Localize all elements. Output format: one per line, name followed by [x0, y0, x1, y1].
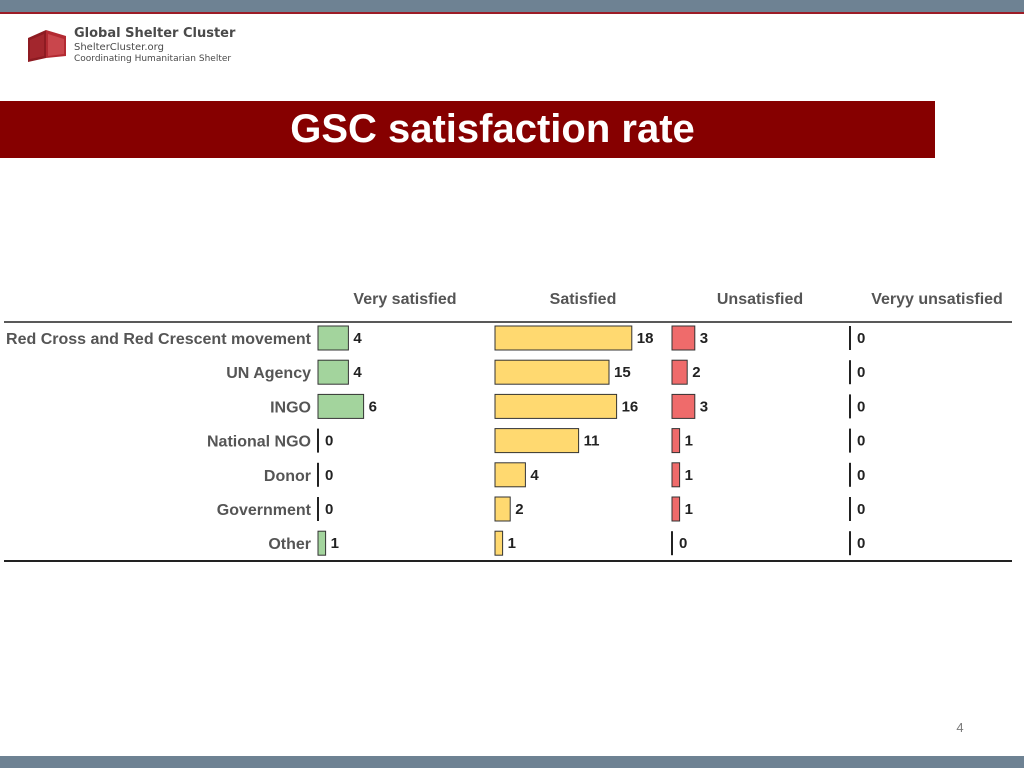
- bar-unsatisfied-government: [671, 496, 681, 522]
- value-label-veryy-unsatisfied-national-ngo: 0: [857, 433, 865, 450]
- bar-satisfied-red-cross-and-red-crescent-movement: [494, 325, 633, 351]
- bar-satisfied-government: [494, 496, 511, 522]
- bar-very-satisfied-un-agency: [317, 359, 349, 385]
- category-label-un-agency: UN Agency: [226, 365, 311, 382]
- category-label-government: Government: [217, 502, 312, 519]
- value-label-veryy-unsatisfied-donor: 0: [857, 467, 865, 484]
- slide-title: GSC satisfaction rate: [290, 107, 695, 151]
- series-header-very-satisfied: Very satisfied: [353, 291, 456, 308]
- bottom-footer-bar: [0, 756, 1024, 768]
- value-label-very-satisfied-government: 0: [325, 501, 333, 518]
- logo-url: ShelterCluster.org: [74, 42, 164, 53]
- bar-unsatisfied-ingo: [671, 393, 696, 419]
- value-label-satisfied-ingo: 16: [622, 398, 639, 415]
- value-label-very-satisfied-national-ngo: 0: [325, 433, 333, 450]
- category-label-red-cross-and-red-crescent-movement: Red Cross and Red Crescent movement: [6, 331, 312, 348]
- bar-satisfied-donor: [494, 462, 526, 488]
- bar-unsatisfied-red-cross-and-red-crescent-movement: [671, 325, 696, 351]
- series-header-unsatisfied: Unsatisfied: [717, 291, 803, 308]
- bar-very-satisfied-other: [317, 530, 327, 556]
- shelter-hands-icon: [28, 30, 66, 62]
- value-label-unsatisfied-un-agency: 2: [692, 364, 700, 381]
- title-band: GSC satisfaction rate: [0, 101, 935, 158]
- category-label-donor: Donor: [264, 468, 311, 485]
- value-label-unsatisfied-ingo: 3: [700, 398, 708, 415]
- page-number: 4: [956, 720, 964, 735]
- bar-unsatisfied-donor: [671, 462, 681, 488]
- value-label-unsatisfied-national-ngo: 1: [685, 433, 693, 450]
- category-label-other: Other: [268, 536, 311, 553]
- logo-tagline: Coordinating Humanitarian Shelter: [74, 54, 232, 64]
- value-label-very-satisfied-red-cross-and-red-crescent-movement: 4: [353, 330, 362, 347]
- value-label-unsatisfied-government: 1: [685, 501, 693, 518]
- value-label-veryy-unsatisfied-government: 0: [857, 501, 865, 518]
- value-label-veryy-unsatisfied-ingo: 0: [857, 398, 865, 415]
- series-header-veryy-unsatisfied: Veryy unsatisfied: [871, 291, 1003, 308]
- value-label-unsatisfied-red-cross-and-red-crescent-movement: 3: [700, 330, 708, 347]
- category-label-ingo: INGO: [270, 399, 311, 416]
- value-label-very-satisfied-ingo: 6: [369, 398, 377, 415]
- top-header-rule: [0, 12, 1024, 14]
- value-label-veryy-unsatisfied-un-agency: 0: [857, 364, 865, 381]
- value-label-satisfied-other: 1: [508, 535, 516, 552]
- series-header-satisfied: Satisfied: [550, 291, 617, 308]
- bar-satisfied-national-ngo: [494, 428, 580, 454]
- bar-unsatisfied-un-agency: [671, 359, 688, 385]
- value-label-very-satisfied-donor: 0: [325, 467, 333, 484]
- bar-very-satisfied-red-cross-and-red-crescent-movement: [317, 325, 349, 351]
- value-label-very-satisfied-other: 1: [331, 535, 339, 552]
- value-label-satisfied-red-cross-and-red-crescent-movement: 18: [637, 330, 654, 347]
- value-label-satisfied-un-agency: 15: [614, 364, 631, 381]
- value-label-satisfied-donor: 4: [530, 467, 539, 484]
- bar-very-satisfied-ingo: [317, 393, 365, 419]
- value-label-satisfied-national-ngo: 11: [584, 433, 600, 450]
- value-label-veryy-unsatisfied-other: 0: [857, 535, 865, 552]
- global-shelter-cluster-logo: Global Shelter Cluster ShelterCluster.or…: [26, 26, 266, 66]
- category-label-national-ngo: National NGO: [207, 434, 311, 451]
- value-label-veryy-unsatisfied-red-cross-and-red-crescent-movement: 0: [857, 330, 865, 347]
- value-label-unsatisfied-other: 0: [679, 535, 687, 552]
- satisfaction-chart: Very satisfied Satisfied Unsatisfied Veryy …: [4, 291, 1012, 562]
- bar-satisfied-ingo: [494, 393, 618, 419]
- bar-satisfied-un-agency: [494, 359, 610, 385]
- bar-unsatisfied-national-ngo: [671, 428, 681, 454]
- top-header-bar: [0, 0, 1024, 12]
- value-label-satisfied-government: 2: [515, 501, 523, 518]
- value-label-very-satisfied-un-agency: 4: [353, 364, 362, 381]
- logo-title: Global Shelter Cluster: [74, 26, 236, 41]
- value-label-unsatisfied-donor: 1: [685, 467, 693, 484]
- bar-satisfied-other: [494, 530, 504, 556]
